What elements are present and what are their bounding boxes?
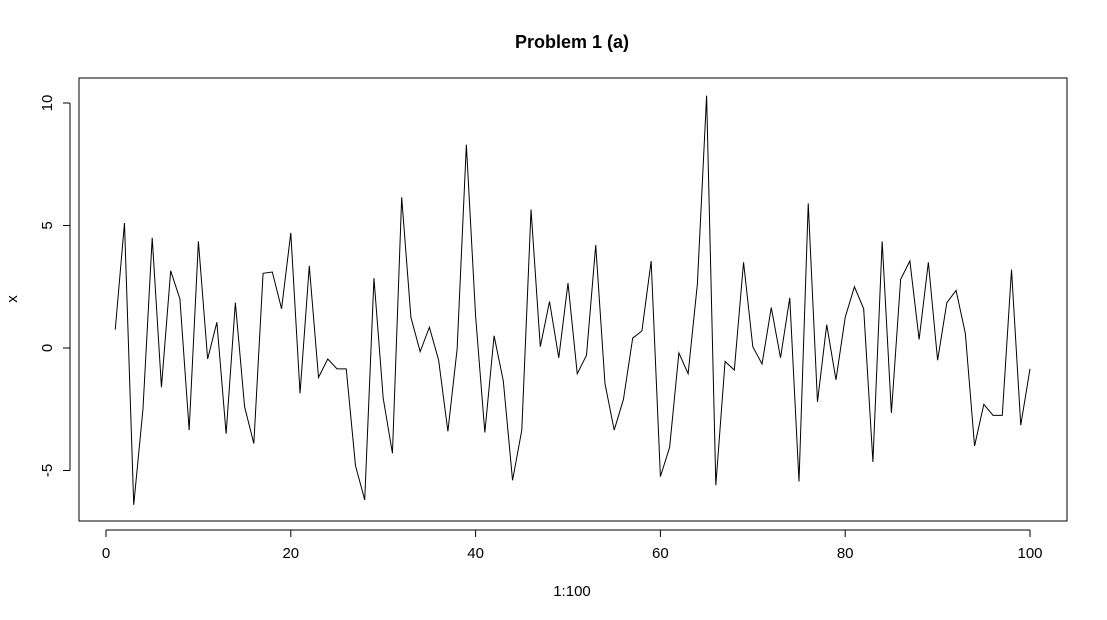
x-tick-label: 60 [652,545,669,562]
x-tick-label: 40 [467,545,484,562]
y-axis: -5 0 5 10 [39,95,71,477]
x-tick-label: 0 [102,545,110,562]
x-tick-label: 20 [282,545,299,562]
plot-frame [78,77,1068,522]
y-tick-label: 0 [39,344,56,352]
x-axis-label: 1:100 [553,583,591,600]
x-axis: 0 20 40 60 80 100 [102,529,1043,562]
y-tick-label: 5 [39,221,56,229]
chart-title: Problem 1 (a) [515,32,629,52]
x-tick-label: 80 [837,545,854,562]
y-tick-label: 10 [39,95,56,112]
x-tick-label: 100 [1017,545,1042,562]
y-tick-label: -5 [39,464,56,477]
series-line [114,95,1031,505]
y-axis-label: x [4,295,21,303]
